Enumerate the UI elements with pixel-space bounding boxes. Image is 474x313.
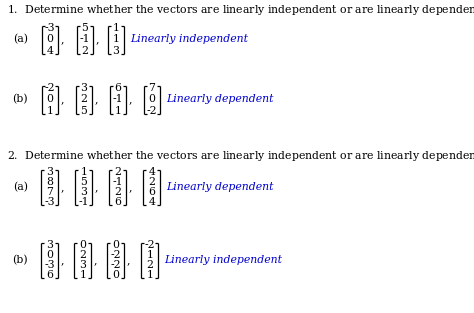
- Text: Linearly independent: Linearly independent: [164, 255, 283, 265]
- Text: 2: 2: [115, 167, 121, 177]
- Text: 2: 2: [146, 260, 154, 270]
- Text: ,: ,: [95, 34, 99, 44]
- Text: 4: 4: [46, 46, 54, 56]
- Text: 1: 1: [81, 167, 88, 177]
- Text: 1: 1: [146, 250, 154, 260]
- Text: 2.  Determine whether the vectors are linearly independent or are linearly depen: 2. Determine whether the vectors are lin…: [7, 147, 474, 165]
- Text: -1: -1: [80, 34, 91, 44]
- Text: 6: 6: [46, 270, 54, 280]
- Text: -3: -3: [45, 23, 55, 33]
- Text: 1: 1: [146, 270, 154, 280]
- Text: -2: -2: [111, 250, 121, 260]
- Text: 6: 6: [115, 83, 121, 93]
- Text: ,: ,: [94, 95, 98, 105]
- Text: ,: ,: [60, 34, 64, 44]
- Text: 1: 1: [80, 270, 86, 280]
- Text: 2: 2: [148, 177, 155, 187]
- Text: 6: 6: [148, 187, 155, 197]
- Text: ,: ,: [127, 255, 130, 265]
- Text: 2: 2: [115, 187, 121, 197]
- Text: 7: 7: [46, 187, 54, 197]
- Text: 3: 3: [81, 187, 88, 197]
- Text: 1.  Determine whether the vectors are linearly independent or are linearly depen: 1. Determine whether the vectors are lin…: [7, 1, 474, 19]
- Text: (a): (a): [13, 34, 28, 45]
- Text: -2: -2: [145, 240, 155, 250]
- Text: ,: ,: [128, 95, 132, 105]
- Text: -2: -2: [146, 106, 157, 116]
- Text: -1: -1: [79, 197, 89, 207]
- Text: ,: ,: [129, 182, 132, 192]
- Text: ,: ,: [60, 95, 64, 105]
- Text: 3: 3: [81, 83, 88, 93]
- Text: 5: 5: [82, 23, 89, 33]
- Text: 0: 0: [112, 270, 119, 280]
- Text: 7: 7: [148, 83, 155, 93]
- Text: (b): (b): [12, 255, 28, 265]
- Text: 3: 3: [46, 167, 54, 177]
- Text: 4: 4: [148, 167, 155, 177]
- Text: 0: 0: [148, 95, 155, 105]
- Text: 3: 3: [46, 240, 54, 250]
- Text: 1: 1: [112, 23, 119, 33]
- Text: 0: 0: [80, 240, 86, 250]
- Text: 1: 1: [112, 34, 119, 44]
- Text: -1: -1: [113, 95, 123, 105]
- Text: 0: 0: [46, 34, 54, 44]
- Text: -2: -2: [45, 83, 55, 93]
- Text: 3: 3: [112, 46, 119, 56]
- Text: 5: 5: [81, 106, 87, 116]
- Text: -3: -3: [45, 260, 55, 270]
- Text: 0: 0: [46, 250, 54, 260]
- Text: Linearly dependent: Linearly dependent: [166, 182, 274, 192]
- Text: 2: 2: [82, 46, 89, 56]
- Text: 4: 4: [148, 197, 155, 207]
- Text: 0: 0: [112, 240, 119, 250]
- Text: (a): (a): [13, 182, 28, 192]
- Text: 1: 1: [46, 106, 54, 116]
- Text: 1: 1: [115, 106, 121, 116]
- Text: 3: 3: [80, 260, 86, 270]
- Text: ,: ,: [94, 255, 97, 265]
- Text: 6: 6: [115, 197, 121, 207]
- Text: 2: 2: [81, 95, 88, 105]
- Text: ,: ,: [61, 255, 64, 265]
- Text: 0: 0: [46, 95, 54, 105]
- Text: 8: 8: [46, 177, 54, 187]
- Text: -1: -1: [113, 177, 123, 187]
- Text: Linearly dependent: Linearly dependent: [166, 95, 273, 105]
- Text: -2: -2: [111, 260, 121, 270]
- Text: ,: ,: [95, 182, 98, 192]
- Text: 5: 5: [81, 177, 87, 187]
- Text: Linearly independent: Linearly independent: [130, 34, 248, 44]
- Text: 2: 2: [80, 250, 86, 260]
- Text: -3: -3: [45, 197, 55, 207]
- Text: ,: ,: [61, 182, 64, 192]
- Text: (b): (b): [12, 94, 28, 105]
